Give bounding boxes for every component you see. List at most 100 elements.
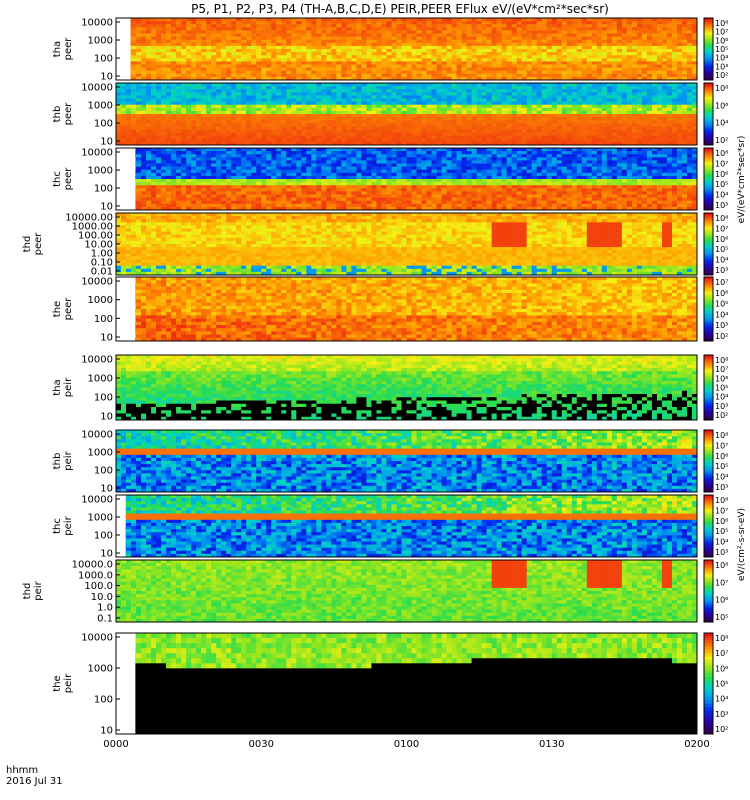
heatmap-cell <box>492 68 497 72</box>
heatmap-cell <box>437 126 442 129</box>
heatmap-cell <box>632 46 637 50</box>
heatmap-cell <box>366 99 371 103</box>
heatmap-cell <box>627 120 632 124</box>
heatmap-cell <box>241 89 246 93</box>
heatmap-cell <box>211 92 216 96</box>
heatmap-cell <box>467 105 472 109</box>
heatmap-cell <box>682 65 687 69</box>
heatmap-cell <box>427 83 432 87</box>
heatmap-cell <box>336 117 341 121</box>
heatmap-cell <box>522 30 527 34</box>
heatmap-cell <box>261 102 266 106</box>
heatmap-cell <box>552 55 557 59</box>
heatmap-cell <box>201 164 206 168</box>
heatmap-cell <box>562 55 567 59</box>
heatmap-cell <box>452 46 457 50</box>
heatmap-cell <box>657 37 662 41</box>
heatmap-cell <box>587 120 592 124</box>
heatmap-cell <box>582 68 587 72</box>
heatmap-cell <box>617 65 622 69</box>
heatmap-cell <box>181 30 186 34</box>
heatmap-cell <box>391 120 396 124</box>
heatmap-cell <box>452 123 457 127</box>
heatmap-cell <box>527 65 532 69</box>
heatmap-cell <box>412 111 417 115</box>
heatmap-cell <box>221 139 226 143</box>
heatmap-cell <box>266 102 271 106</box>
heatmap-cell <box>181 37 186 41</box>
heatmap-cell <box>412 74 417 78</box>
heatmap-cell <box>592 61 597 65</box>
heatmap-cell <box>281 65 286 69</box>
heatmap-cell <box>316 83 321 87</box>
heatmap-cell <box>542 114 547 118</box>
heatmap-cell <box>286 24 291 28</box>
heatmap-cell <box>462 102 467 106</box>
heatmap-cell <box>236 108 241 112</box>
heatmap-cell <box>171 34 176 38</box>
heatmap-cell <box>336 114 341 118</box>
heatmap-cell <box>186 71 191 75</box>
heatmap-cell <box>346 30 351 34</box>
heatmap-cell <box>211 18 216 22</box>
heatmap-cell <box>181 24 186 28</box>
heatmap-cell <box>662 34 667 38</box>
heatmap-cell <box>607 43 612 47</box>
heatmap-cell <box>226 105 231 109</box>
heatmap-cell <box>251 46 256 50</box>
heatmap-cell <box>472 30 477 34</box>
heatmap-cell <box>216 34 221 38</box>
heatmap-cell <box>597 30 602 34</box>
heatmap-cell <box>672 102 677 106</box>
heatmap-cell <box>662 105 667 109</box>
heatmap-cell <box>201 151 206 155</box>
heatmap-cell <box>276 114 281 118</box>
heatmap-cell <box>612 114 617 118</box>
heatmap-cell <box>341 102 346 106</box>
heatmap-cell <box>687 99 692 103</box>
heatmap-cell <box>622 37 627 41</box>
heatmap-cell <box>146 133 151 137</box>
heatmap-cell <box>151 139 156 143</box>
heatmap-cell <box>371 30 376 34</box>
heatmap-cell <box>642 58 647 62</box>
heatmap-cell <box>437 99 442 103</box>
heatmap-cell <box>296 21 301 25</box>
heatmap-cell <box>467 34 472 38</box>
heatmap-cell <box>497 99 502 103</box>
heatmap-cell <box>241 61 246 65</box>
heatmap-cell <box>121 92 126 96</box>
heatmap-cell <box>662 111 667 115</box>
heatmap-cell <box>592 92 597 96</box>
heatmap-cell <box>682 61 687 65</box>
heatmap-cell <box>331 18 336 22</box>
heatmap-cell <box>386 120 391 124</box>
heatmap-cell <box>156 182 161 186</box>
heatmap-cell <box>597 108 602 112</box>
heatmap-cell <box>577 18 582 22</box>
heatmap-cell <box>211 27 216 31</box>
heatmap-cell <box>602 99 607 103</box>
heatmap-cell <box>391 136 396 140</box>
heatmap-cell <box>492 95 497 99</box>
heatmap-cell <box>246 120 251 124</box>
heatmap-cell <box>226 49 231 53</box>
heatmap-cell <box>662 65 667 69</box>
heatmap-cell <box>161 133 166 137</box>
heatmap-cell <box>236 126 241 129</box>
heatmap-cell <box>116 83 121 87</box>
heatmap-cell <box>331 68 336 72</box>
heatmap-cell <box>326 21 331 25</box>
heatmap-cell <box>682 30 687 34</box>
heatmap-cell <box>667 21 672 25</box>
heatmap-cell <box>602 95 607 99</box>
heatmap-cell <box>507 92 512 96</box>
heatmap-cell <box>241 99 246 103</box>
heatmap-cell <box>592 139 597 143</box>
heatmap-cell <box>141 27 146 31</box>
heatmap-cell <box>617 30 622 34</box>
heatmap-cell <box>356 102 361 106</box>
heatmap-cell <box>366 61 371 65</box>
heatmap-cell <box>371 130 376 134</box>
heatmap-cell <box>291 102 296 106</box>
